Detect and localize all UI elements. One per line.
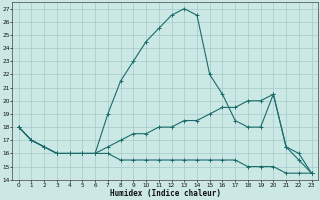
X-axis label: Humidex (Indice chaleur): Humidex (Indice chaleur) — [110, 189, 220, 198]
